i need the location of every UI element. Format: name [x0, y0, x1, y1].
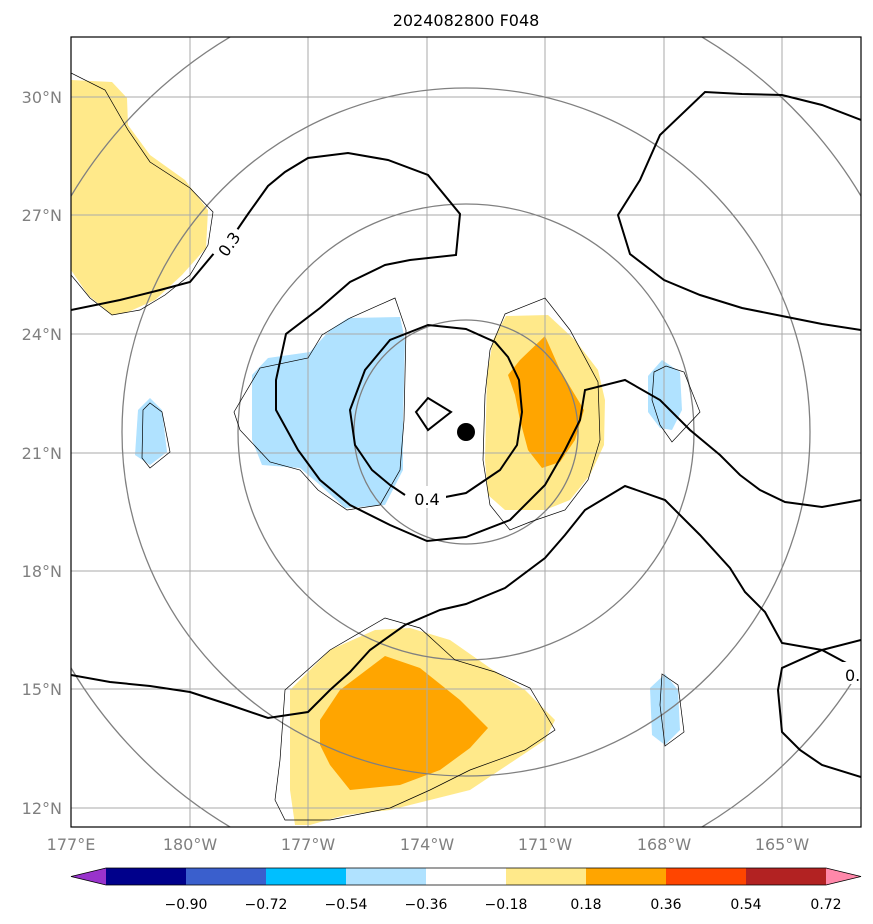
colorbar-segment: [506, 868, 587, 885]
lat-tick: 18°N: [22, 562, 62, 581]
lon-tick: 171°W: [518, 835, 573, 854]
colorbar-segment: [666, 868, 747, 885]
positive-anomaly-nw: [71, 80, 208, 315]
contour-label-0.4: 0.4: [414, 490, 439, 509]
lat-tick: 12°N: [22, 799, 62, 818]
lat-tick: 21°N: [22, 444, 62, 463]
lon-tick: 168°W: [637, 835, 692, 854]
positive-anomaly-center-core: [508, 336, 584, 468]
contour-label-box-0.3: [209, 223, 249, 265]
colorbar-extend-low: [71, 868, 106, 885]
storm-center-marker: [457, 423, 475, 441]
negative-anomaly-center: [252, 317, 405, 508]
lat-tick: 24°N: [22, 325, 62, 344]
colorbar-tick-label: 0.54: [730, 897, 761, 913]
contour-label-box-0.4: [408, 486, 446, 508]
colorbar-outline: [70, 867, 862, 886]
shaded-field: [71, 80, 682, 825]
negative-anomaly-southeast: [650, 674, 680, 745]
colorbar-tick-label: −0.72: [245, 897, 288, 913]
lat-tick: 27°N: [22, 206, 62, 225]
lat-tick: 30°N: [22, 88, 62, 107]
map-frame: [70, 36, 862, 828]
colorbar-tick-label: 0.36: [650, 897, 681, 913]
lat-tick-labels: 30°N 27°N 24°N 21°N 18°N 15°N 12°N: [22, 88, 62, 818]
colorbar-segment: [106, 868, 187, 885]
lon-tick: 174°W: [400, 835, 455, 854]
contour-lines: [71, 90, 861, 778]
colorbar-extend-high: [826, 868, 861, 885]
colorbar-segment: [746, 868, 827, 885]
contour-label-box-east: [842, 662, 861, 684]
colorbar-tick-label: −0.18: [485, 897, 528, 913]
lon-tick: 177°W: [281, 835, 336, 854]
colorbar-tick-label: −0.54: [325, 897, 368, 913]
colorbar-segment: [346, 868, 427, 885]
colorbar-segment: [186, 868, 267, 885]
lon-tick: 177°E: [47, 835, 96, 854]
negative-anomaly-west-small: [135, 398, 167, 465]
lon-tick: 165°W: [755, 835, 810, 854]
colorbar: −0.90 −0.72 −0.54 −0.36 −0.18 0.18 0.36 0.54 0.7…: [70, 867, 862, 913]
map-area: 0.3 0.4 0.: [71, 37, 861, 827]
graticule: [71, 37, 861, 827]
plot-title: 2024082800 F048: [393, 11, 540, 30]
contour-label-east: 0.: [845, 666, 860, 685]
colorbar-segment: [266, 868, 347, 885]
lon-tick: 180°W: [163, 835, 218, 854]
colorbar-segment: [426, 868, 507, 885]
colorbar-tick-label: −0.90: [165, 897, 208, 913]
colorbar-tick-label: 0.18: [570, 897, 601, 913]
colorbar-tick-label: 0.72: [810, 897, 841, 913]
anomaly-outlines: [71, 72, 701, 821]
colorbar-segment: [586, 868, 667, 885]
colorbar-tick-label: −0.36: [405, 897, 448, 913]
lat-tick: 15°N: [22, 680, 62, 699]
lon-tick-labels: 177°E 180°W 177°W 174°W 171°W 168°W 165°…: [47, 835, 810, 854]
